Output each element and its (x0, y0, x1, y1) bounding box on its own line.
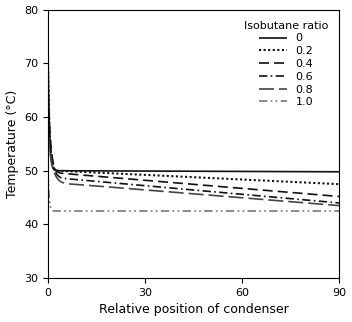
Line: 0.8: 0.8 (48, 133, 339, 206)
0 (186, 169, 190, 173)
0 (285, 170, 289, 174)
1.0 (285, 209, 289, 213)
1.0 (220, 209, 224, 213)
0.6 (184, 187, 188, 191)
0.4 (203, 184, 208, 187)
0.6 (285, 196, 289, 200)
Line: 0.4: 0.4 (48, 80, 339, 196)
1.0 (204, 209, 208, 213)
0.6 (203, 189, 208, 193)
0.2 (285, 180, 289, 184)
X-axis label: Relative position of condenser: Relative position of condenser (99, 303, 289, 317)
0.8 (330, 203, 334, 207)
Line: 0: 0 (48, 50, 339, 172)
0.6 (330, 200, 334, 204)
0.8 (186, 192, 190, 195)
1.0 (337, 209, 341, 213)
Line: 0.6: 0.6 (48, 106, 339, 203)
0.4 (337, 194, 341, 198)
0.2 (337, 182, 341, 186)
0.8 (203, 193, 208, 197)
0.4 (186, 182, 190, 186)
0.8 (184, 191, 188, 195)
0.4 (46, 78, 50, 81)
Line: 1.0: 1.0 (48, 168, 339, 211)
1.0 (46, 166, 50, 170)
0.6 (219, 191, 224, 194)
0.8 (46, 131, 50, 135)
0.4 (330, 194, 334, 198)
0.8 (285, 199, 289, 203)
0.6 (186, 188, 190, 192)
0.4 (285, 190, 289, 194)
0.2 (219, 176, 224, 180)
0 (46, 48, 50, 52)
Line: 0.2: 0.2 (48, 58, 339, 184)
0.2 (46, 56, 50, 60)
0 (330, 170, 334, 174)
0.4 (219, 185, 224, 189)
0.6 (337, 201, 341, 205)
0 (337, 170, 341, 174)
0 (184, 169, 188, 173)
1.0 (185, 209, 189, 213)
0.2 (203, 176, 208, 180)
0.6 (46, 104, 50, 108)
Y-axis label: Temperature (°C): Temperature (°C) (6, 90, 19, 198)
0.2 (330, 182, 334, 186)
0.2 (186, 175, 190, 179)
0.4 (184, 182, 188, 186)
0.8 (337, 204, 341, 208)
1.0 (331, 209, 335, 213)
0.2 (184, 175, 188, 179)
0 (219, 169, 224, 173)
1.0 (53, 209, 57, 213)
1.0 (187, 209, 191, 213)
0 (203, 169, 208, 173)
0.8 (219, 194, 224, 198)
Legend: 0, 0.2, 0.4, 0.6, 0.8, 1.0: 0, 0.2, 0.4, 0.6, 0.8, 1.0 (238, 15, 334, 113)
